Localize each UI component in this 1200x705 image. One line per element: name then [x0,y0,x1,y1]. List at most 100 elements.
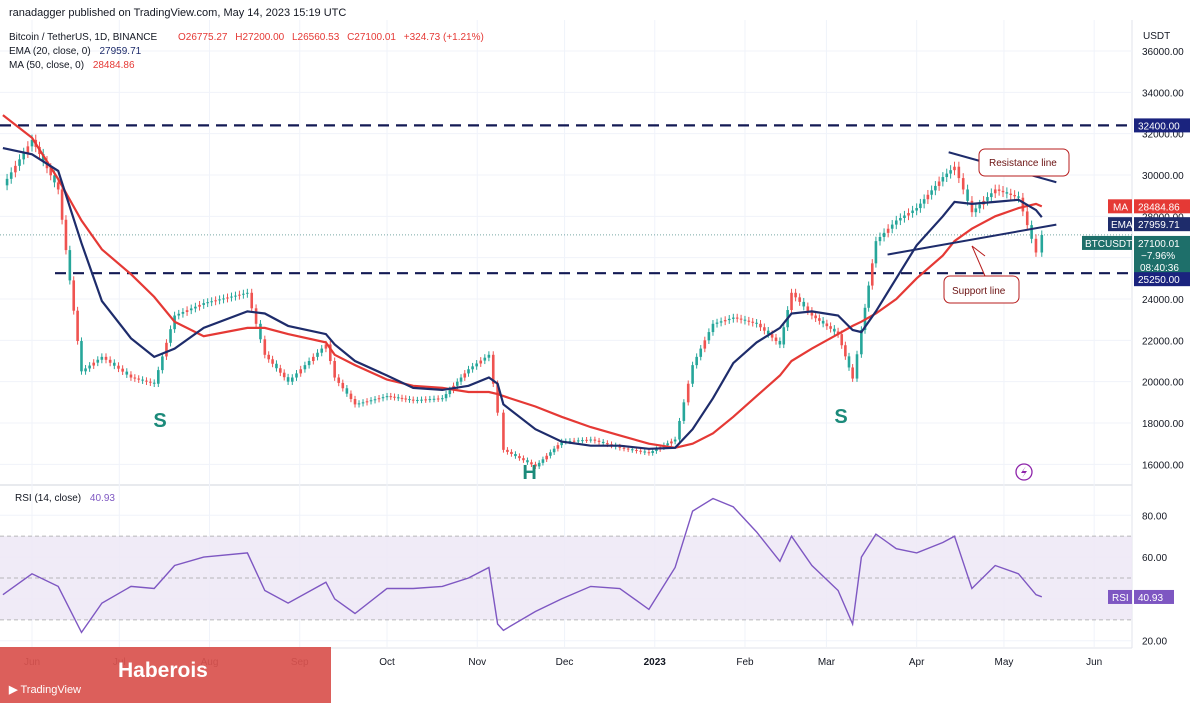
price-candle[interactable] [743,319,747,321]
price-candle[interactable] [181,311,185,314]
price-candle[interactable] [210,301,213,303]
price-candle[interactable] [643,451,647,453]
price-candle[interactable] [703,340,707,349]
price-candle[interactable] [14,165,17,173]
price-candle[interactable] [307,361,311,366]
price-candle[interactable] [593,439,597,441]
price-candle[interactable] [198,304,201,307]
price-candle[interactable] [711,323,715,333]
price-candle[interactable] [825,323,829,327]
price-candle[interactable] [727,318,731,321]
price-candle[interactable] [267,354,270,360]
price-candle[interactable] [295,373,298,378]
price-candle[interactable] [502,412,505,450]
price-candle[interactable] [821,320,825,324]
price-candle[interactable] [829,326,832,329]
price-candle[interactable] [104,356,108,360]
price-candle[interactable] [496,383,499,413]
price-candle[interactable] [5,178,9,186]
price-candle[interactable] [18,159,21,166]
price-candle[interactable] [937,181,941,186]
price-candle[interactable] [271,359,274,364]
price-candle[interactable] [739,318,743,320]
price-candle[interactable] [1009,193,1013,195]
price-candle[interactable] [377,398,381,400]
price-candle[interactable] [833,328,836,332]
price-candle[interactable] [735,317,739,319]
price-candle[interactable] [80,341,83,372]
price-candle[interactable] [886,228,890,233]
price-candle[interactable] [518,456,521,459]
ma-legend[interactable]: MA (50, close, 0) 28484.86 [9,60,135,71]
price-candle[interactable] [522,458,525,461]
price-candle[interactable] [68,250,72,281]
price-candle[interactable] [88,365,91,369]
price-candle[interactable] [463,373,467,378]
price-candle[interactable] [926,194,930,200]
price-candle[interactable] [275,363,278,369]
price-candle[interactable] [357,403,361,405]
horizontal-levels[interactable] [0,124,1132,275]
price-candle[interactable] [997,189,1001,191]
price-candle[interactable] [100,356,104,360]
price-candle[interactable] [96,359,100,363]
symbol-title[interactable]: Bitcoin / TetherUS, 1D, BINANCE [9,32,158,43]
price-candle[interactable] [299,369,303,374]
price-candle[interactable] [911,210,914,214]
price-candle[interactable] [424,399,427,401]
price-candle[interactable] [686,383,690,403]
price-candle[interactable] [491,354,495,384]
price-candle[interactable] [798,297,801,302]
price-candle[interactable] [428,399,432,401]
price-candle[interactable] [9,172,13,179]
price-candle[interactable] [966,189,969,201]
price-candle[interactable] [1030,225,1033,239]
price-candle[interactable] [666,443,669,446]
price-candle[interactable] [541,459,545,463]
price-candle[interactable] [814,315,817,319]
price-candle[interactable] [60,189,64,220]
price-candle[interactable] [436,398,440,400]
price-candle[interactable] [1025,211,1029,226]
price-candle[interactable] [1013,194,1016,197]
price-candle[interactable] [411,399,415,401]
price-candle[interactable] [64,219,68,251]
price-candle[interactable] [581,440,584,442]
support-trend-line[interactable] [887,223,1057,256]
price-candle[interactable] [747,320,751,322]
price-candle[interactable] [381,397,385,399]
price-candle[interactable] [506,449,509,452]
price-candle[interactable] [365,401,369,403]
price-candle[interactable] [194,306,197,309]
price-candle[interactable] [755,322,758,324]
price-candle[interactable] [444,394,448,399]
price-candle[interactable] [92,362,96,366]
price-candle[interactable] [782,327,786,345]
price-candle[interactable] [961,178,965,190]
price-candle[interactable] [874,241,878,264]
price-candle[interactable] [324,344,328,349]
price-candle[interactable] [618,446,622,448]
price-candle[interactable] [526,460,529,463]
price-candle[interactable] [851,367,854,379]
price-candle[interactable] [534,464,537,467]
price-candle[interactable] [316,352,319,357]
price-candle[interactable] [234,295,237,297]
price-candle[interactable] [133,377,137,379]
price-candle[interactable] [145,380,148,382]
price-candle[interactable] [459,377,463,382]
price-candle[interactable] [860,330,863,355]
price-candle[interactable] [1021,197,1025,212]
price-candle[interactable] [810,310,814,316]
price-candle[interactable] [448,389,452,395]
price-candle[interactable] [556,445,560,449]
price-candle[interactable] [152,382,156,384]
price-candle[interactable] [707,332,711,341]
price-candle[interactable] [349,393,353,400]
price-candle[interactable] [22,152,25,160]
price-candle[interactable] [691,365,694,384]
price-candle[interactable] [218,299,221,301]
price-candle[interactable] [345,388,349,394]
price-candle[interactable] [475,363,478,367]
